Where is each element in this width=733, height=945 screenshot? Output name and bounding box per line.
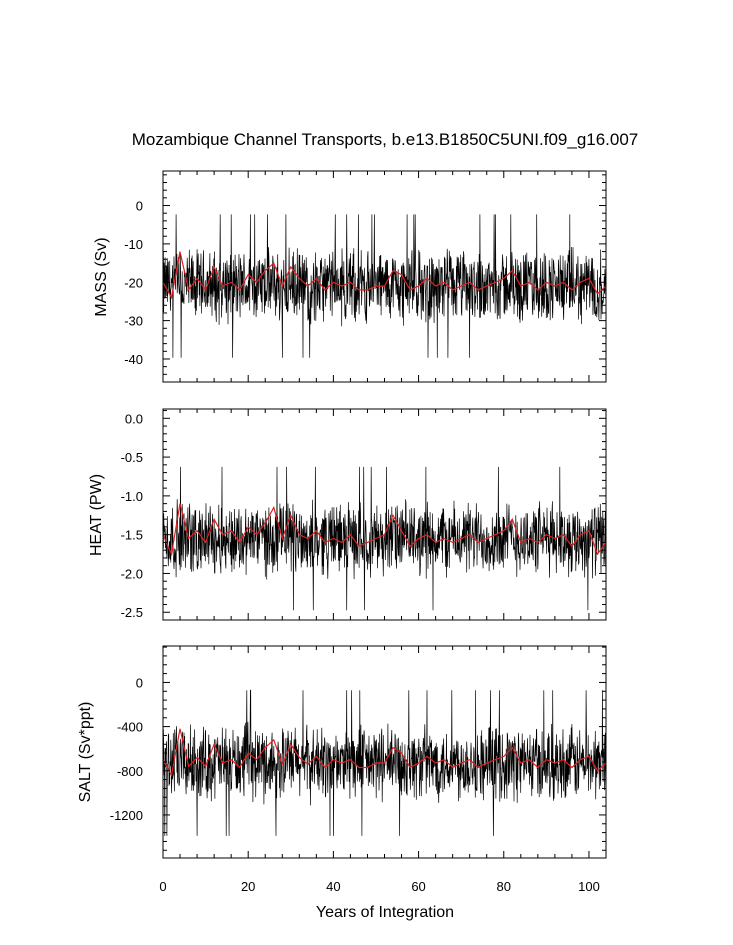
x-tick-label: 80: [497, 879, 511, 894]
mass-panel: 0 -10 -20 -30 -40: [124, 170, 607, 383]
salt-monthly-series: [163, 689, 606, 836]
mass-y-tick-label: -10: [124, 237, 143, 252]
heat-running-mean-series: [163, 503, 606, 557]
heat-y-tick-label: -0.5: [121, 450, 143, 465]
mass-y-axis-label: MASS (Sv): [93, 237, 110, 316]
mass-y-tick-label: -20: [124, 275, 143, 290]
x-tick-label: 20: [241, 879, 255, 894]
mass-running-mean-series: [163, 251, 606, 300]
x-tick-label: 60: [411, 879, 425, 894]
mass-y-tick-label: 0: [136, 199, 143, 214]
chart-title: Mozambique Channel Transports, b.e13.B18…: [132, 130, 639, 149]
heat-y-tick-label: -2.0: [121, 566, 143, 581]
mass-y-tick-label: -30: [124, 314, 143, 329]
heat-monthly-series: [163, 466, 606, 611]
salt-y-tick-label: -400: [117, 720, 143, 735]
salt-y-tick-label: -800: [117, 764, 143, 779]
x-tick-label: 40: [326, 879, 340, 894]
heat-y-axis-label: HEAT (PW): [88, 474, 105, 556]
heat-y-tick-label: -1.0: [121, 489, 143, 504]
salt-running-mean-series: [163, 728, 606, 777]
x-axis-label: Years of Integration: [316, 904, 454, 921]
x-tick-label: 100: [578, 879, 600, 894]
mass-y-tick-label: -40: [124, 352, 143, 367]
salt-y-axis-label: SALT (Sv*ppt): [77, 702, 94, 803]
heat-y-tick-label: 0.0: [125, 411, 143, 426]
salt-y-tick-label: 0: [136, 675, 143, 690]
mass-monthly-series: [163, 214, 606, 358]
heat-panel: 0.0 -0.5 -1.0 -1.5 -2.0 -2.5: [121, 408, 607, 621]
heat-y-tick-label: -2.5: [121, 605, 143, 620]
salt-panel: 0 -400 -800 -1200 0 20 40 60 80 100: [110, 645, 607, 894]
x-tick-label: 0: [159, 879, 166, 894]
heat-y-tick-label: -1.5: [121, 528, 143, 543]
salt-y-tick-label: -1200: [110, 808, 143, 823]
